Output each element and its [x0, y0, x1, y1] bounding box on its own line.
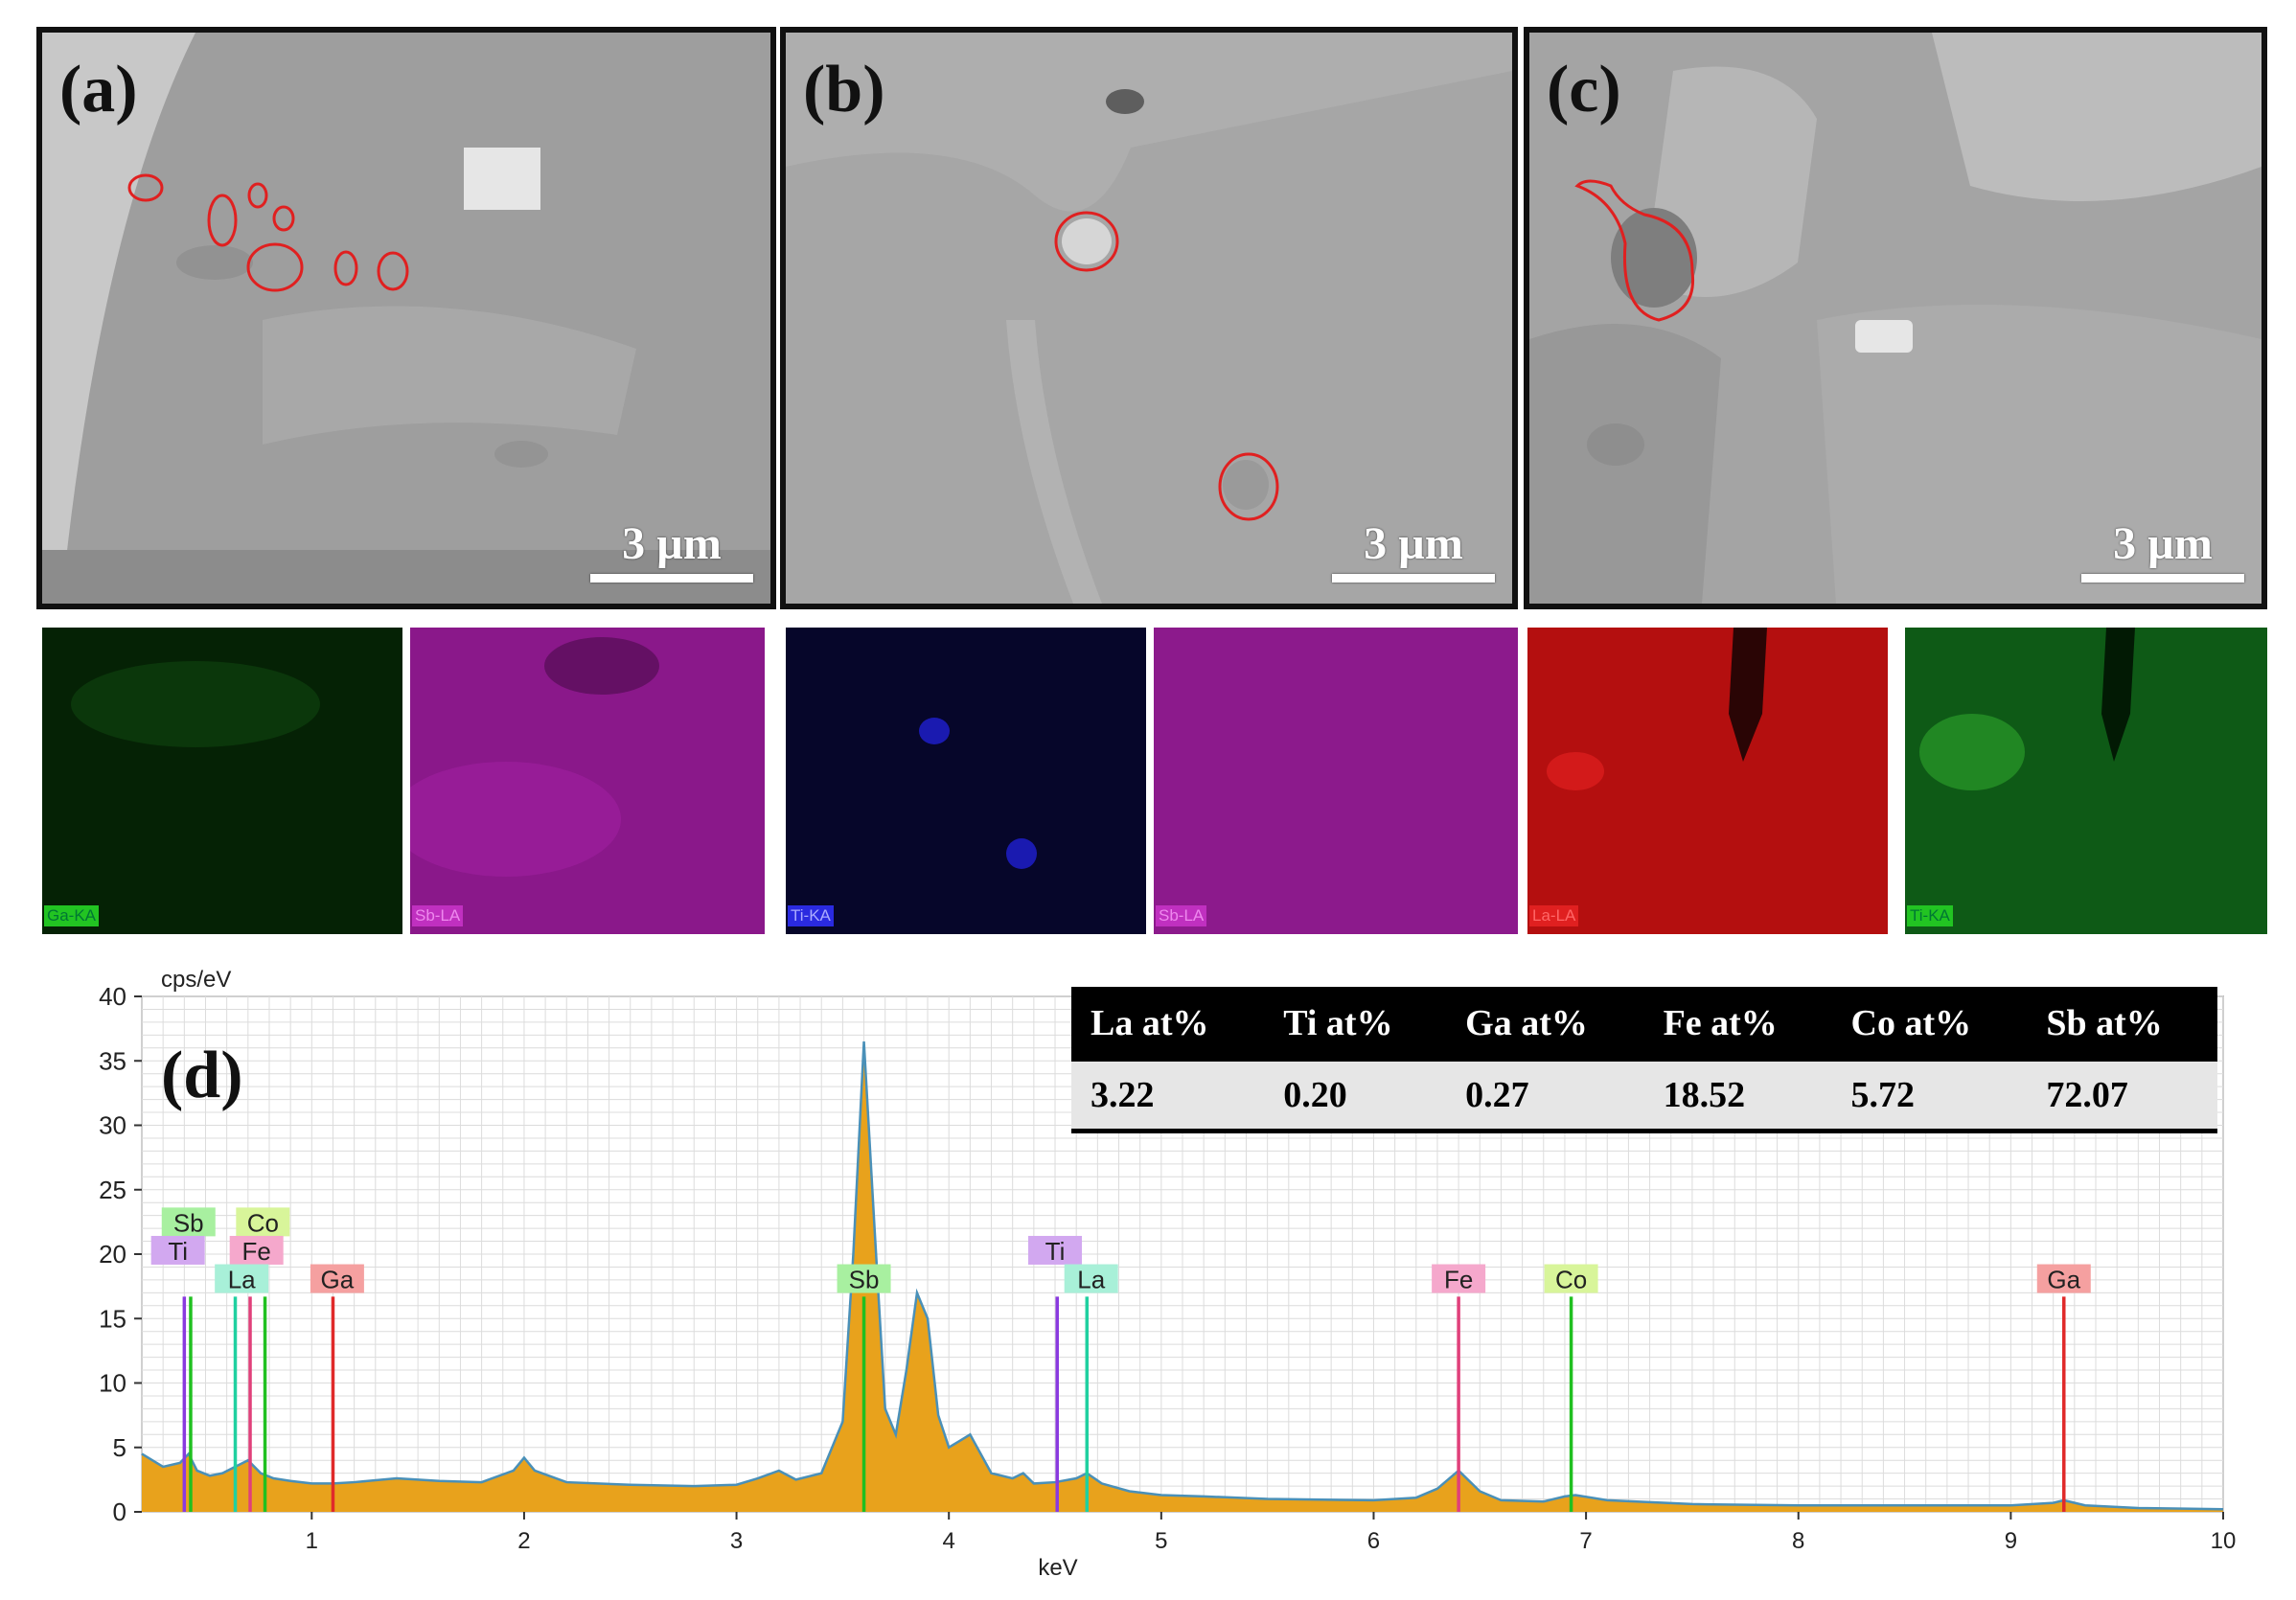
y-tick-label: 30 — [99, 1111, 126, 1140]
x-tick-label: 3 — [730, 1528, 743, 1554]
table-cell: 5.72 — [1831, 1062, 2028, 1133]
table-cell: 0.27 — [1446, 1062, 1644, 1133]
element-label-bg — [229, 1235, 284, 1265]
scale-text-b: 3 µm — [1364, 518, 1463, 569]
sem-image-b: (b) 3 µm — [780, 27, 1518, 609]
panel-label-d: (d) — [161, 1039, 243, 1112]
sem-micrograph-c — [1529, 33, 2262, 604]
map-tag-ti-b: Ti-KA — [788, 905, 834, 926]
x-tick-label: 10 — [2211, 1528, 2237, 1554]
sem-micrograph-a — [42, 33, 770, 604]
table-cell: 72.07 — [2027, 1062, 2217, 1133]
sem-image-a: (a) 3 µm — [36, 27, 776, 609]
element-label-sb: Sb — [173, 1208, 204, 1237]
y-tick-label: 5 — [113, 1433, 126, 1462]
y-tick-label: 20 — [99, 1240, 126, 1269]
map-tag-ti-c: Ti-KA — [1907, 905, 1953, 926]
element-label-ga: Ga — [2047, 1266, 2080, 1294]
element-label-bg — [1544, 1264, 1598, 1293]
sem-micrograph-b — [786, 33, 1512, 604]
table-header-cell: Ga at% — [1446, 987, 1644, 1062]
element-label-sb: Sb — [849, 1266, 880, 1294]
map-tag-la-c: La-LA — [1529, 905, 1579, 926]
element-label-ti: Ti — [168, 1237, 188, 1266]
element-label-ga: Ga — [321, 1266, 355, 1294]
element-label-bg — [2036, 1264, 2091, 1293]
element-label-bg — [236, 1207, 290, 1237]
x-tick-label: 8 — [1792, 1528, 1804, 1554]
map-tag-sb-a: Sb-LA — [412, 905, 464, 926]
table-header-cell: Fe at% — [1643, 987, 1832, 1062]
element-label-bg — [1432, 1264, 1486, 1293]
eds-map-la-c: La-LA — [1527, 628, 1888, 934]
element-label-bg — [215, 1264, 269, 1293]
eds-map-ti-b: Ti-KA — [786, 628, 1146, 934]
panel-label-b: (b) — [803, 53, 885, 126]
inclusion-outline-c — [1574, 179, 1695, 322]
scale-bar-b: 3 µm — [1332, 517, 1495, 583]
eds-map-sb-a: Sb-LA — [410, 628, 765, 934]
scale-text-c: 3 µm — [2113, 518, 2213, 569]
y-tick-label: 40 — [99, 982, 126, 1011]
element-label-fe: Fe — [242, 1237, 271, 1266]
y-tick-label: 35 — [99, 1046, 126, 1075]
panel-label-a: (a) — [59, 53, 138, 126]
y-tick-label: 15 — [99, 1304, 126, 1333]
x-tick-label: 5 — [1155, 1528, 1167, 1554]
composition-table: La at% Ti at% Ga at% Fe at% Co at% Sb at… — [1071, 987, 2217, 1133]
scale-bar-a: 3 µm — [590, 517, 753, 583]
element-label-bg — [1028, 1235, 1083, 1265]
table-header-cell: La at% — [1071, 987, 1265, 1062]
x-tick-label: 1 — [306, 1528, 318, 1554]
y-tick-label: 25 — [99, 1176, 126, 1204]
y-tick-label: 10 — [99, 1369, 126, 1398]
panel-label-c: (c) — [1547, 53, 1621, 126]
element-label-la: La — [1077, 1266, 1105, 1294]
table-header-cell: Co at% — [1831, 987, 2028, 1062]
table-row: 3.22 0.20 0.27 18.52 5.72 72.07 — [1071, 1062, 2217, 1133]
y-tick-label: 0 — [113, 1497, 126, 1526]
x-axis-label: keV — [1038, 1555, 1077, 1581]
element-label-co: Co — [1555, 1266, 1587, 1294]
x-tick-label: 7 — [1579, 1528, 1592, 1554]
element-label-bg — [310, 1264, 364, 1293]
element-label-bg — [837, 1264, 891, 1293]
x-tick-label: 9 — [2005, 1528, 2017, 1554]
scale-bar-c: 3 µm — [2081, 517, 2244, 583]
scale-text-a: 3 µm — [622, 518, 722, 569]
table-cell: 0.20 — [1264, 1062, 1447, 1133]
element-label-bg — [161, 1207, 216, 1237]
eds-map-ti-c: Ti-KA — [1905, 628, 2267, 934]
table-cell: 18.52 — [1643, 1062, 1832, 1133]
spectrum-outline — [141, 1041, 2224, 1511]
element-label-bg — [150, 1235, 205, 1265]
table-header-row: La at% Ti at% Ga at% Fe at% Co at% Sb at… — [1071, 987, 2217, 1062]
element-label-fe: Fe — [1444, 1266, 1473, 1294]
x-tick-label: 2 — [517, 1528, 530, 1554]
table-header-cell: Sb at% — [2027, 987, 2217, 1062]
x-tick-label: 6 — [1367, 1528, 1380, 1554]
x-tick-label: 4 — [943, 1528, 955, 1554]
element-label-ti: Ti — [1045, 1237, 1066, 1266]
element-label-la: La — [228, 1266, 256, 1294]
table-header-cell: Ti at% — [1264, 987, 1447, 1062]
inclusion-outlines-b — [1054, 211, 1279, 521]
sem-image-c: (c) 3 µm — [1524, 27, 2267, 609]
element-label-co: Co — [247, 1208, 279, 1237]
eds-map-sb-b: Sb-LA — [1154, 628, 1518, 934]
y-axis-label: cps/eV — [161, 967, 231, 993]
eds-map-ga-a: Ga-KA — [42, 628, 402, 934]
table-cell: 3.22 — [1071, 1062, 1265, 1133]
map-tag-ga-a: Ga-KA — [44, 905, 100, 926]
element-label-bg — [1064, 1264, 1118, 1293]
inclusion-outlines-a — [127, 173, 409, 292]
map-tag-sb-b: Sb-LA — [1156, 905, 1207, 926]
